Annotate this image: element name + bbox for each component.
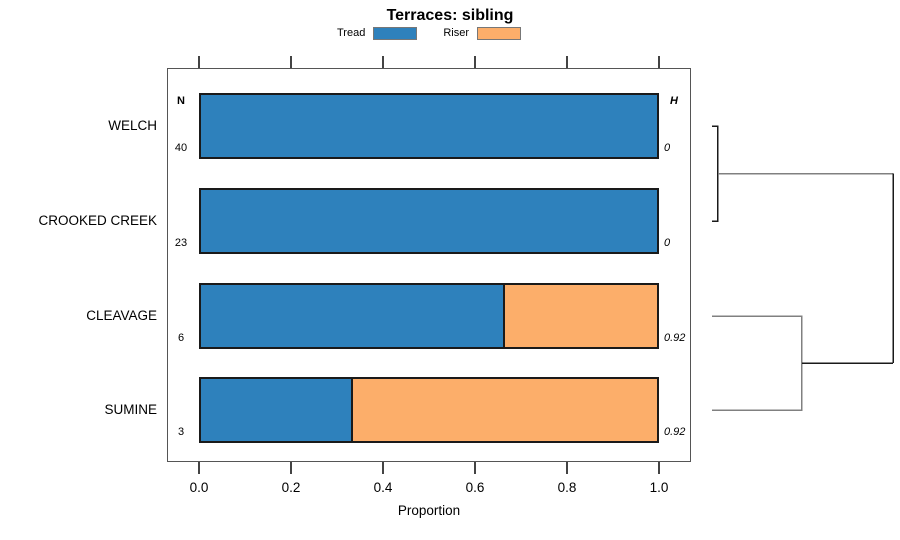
n-value: 23 (174, 237, 188, 249)
h-value: 0 (664, 142, 671, 154)
bar-segment-tread (201, 190, 657, 252)
bar-segment-riser (352, 379, 657, 441)
stacked-bar (199, 188, 659, 254)
dendrogram-bracket-cluster1 (712, 125, 719, 222)
bar-segment-tread (201, 95, 657, 157)
legend-item-tread: Tread (337, 26, 418, 40)
x-axis-tick-label: 1.0 (649, 480, 669, 495)
n-value: 6 (177, 332, 185, 344)
bar-segment-tread (201, 285, 506, 347)
x-axis-tick-top (382, 56, 384, 68)
x-axis-tick-top (566, 56, 568, 68)
x-axis-tick-bottom (566, 462, 568, 474)
x-axis-tick-label: 0.8 (557, 480, 577, 495)
category-label: SUMINE (104, 402, 157, 417)
n-column-header: N (177, 95, 185, 107)
x-axis-tick-top (658, 56, 660, 68)
x-axis-tick-bottom (290, 462, 292, 474)
x-axis-label: Proportion (397, 503, 461, 518)
h-value: 0 (664, 237, 671, 249)
x-axis-tick-top (474, 56, 476, 68)
legend-label: Tread (337, 27, 366, 39)
h-value: 0.92 (664, 332, 686, 344)
category-label: CLEAVAGE (86, 308, 157, 323)
x-axis-tick-label: 0.6 (465, 480, 485, 495)
n-value: 3 (177, 426, 185, 438)
x-axis-tick-bottom (198, 462, 200, 474)
category-label: CROOKED CREEK (38, 213, 157, 228)
legend: Tread Riser (167, 24, 691, 42)
legend-label: Riser (443, 27, 469, 39)
x-axis-tick-bottom (474, 462, 476, 474)
bar-segment-riser (505, 285, 657, 347)
h-column-header: H (670, 95, 678, 107)
x-axis-tick-label: 0.2 (281, 480, 301, 495)
legend-swatch-riser (477, 26, 521, 40)
plot-border (167, 68, 691, 462)
chart-title: Terraces: sibling (386, 7, 514, 24)
bar-segment-tread (201, 379, 353, 441)
h-value: 0.92 (664, 426, 686, 438)
stacked-bar (199, 283, 659, 349)
x-axis-tick-bottom (658, 462, 660, 474)
x-axis-tick-label: 0.0 (189, 480, 209, 495)
x-axis-tick-top (198, 56, 200, 68)
stacked-bar (199, 93, 659, 159)
legend-swatch-tread (373, 26, 418, 40)
stacked-bar (199, 377, 659, 443)
dendrogram-bracket-cluster2 (712, 315, 803, 411)
x-axis-tick-top (290, 56, 292, 68)
x-axis-tick-bottom (382, 462, 384, 474)
n-value: 40 (174, 142, 188, 154)
legend-item-riser: Riser (443, 26, 521, 40)
category-label: WELCH (108, 118, 157, 133)
x-axis-tick-label: 0.4 (373, 480, 393, 495)
